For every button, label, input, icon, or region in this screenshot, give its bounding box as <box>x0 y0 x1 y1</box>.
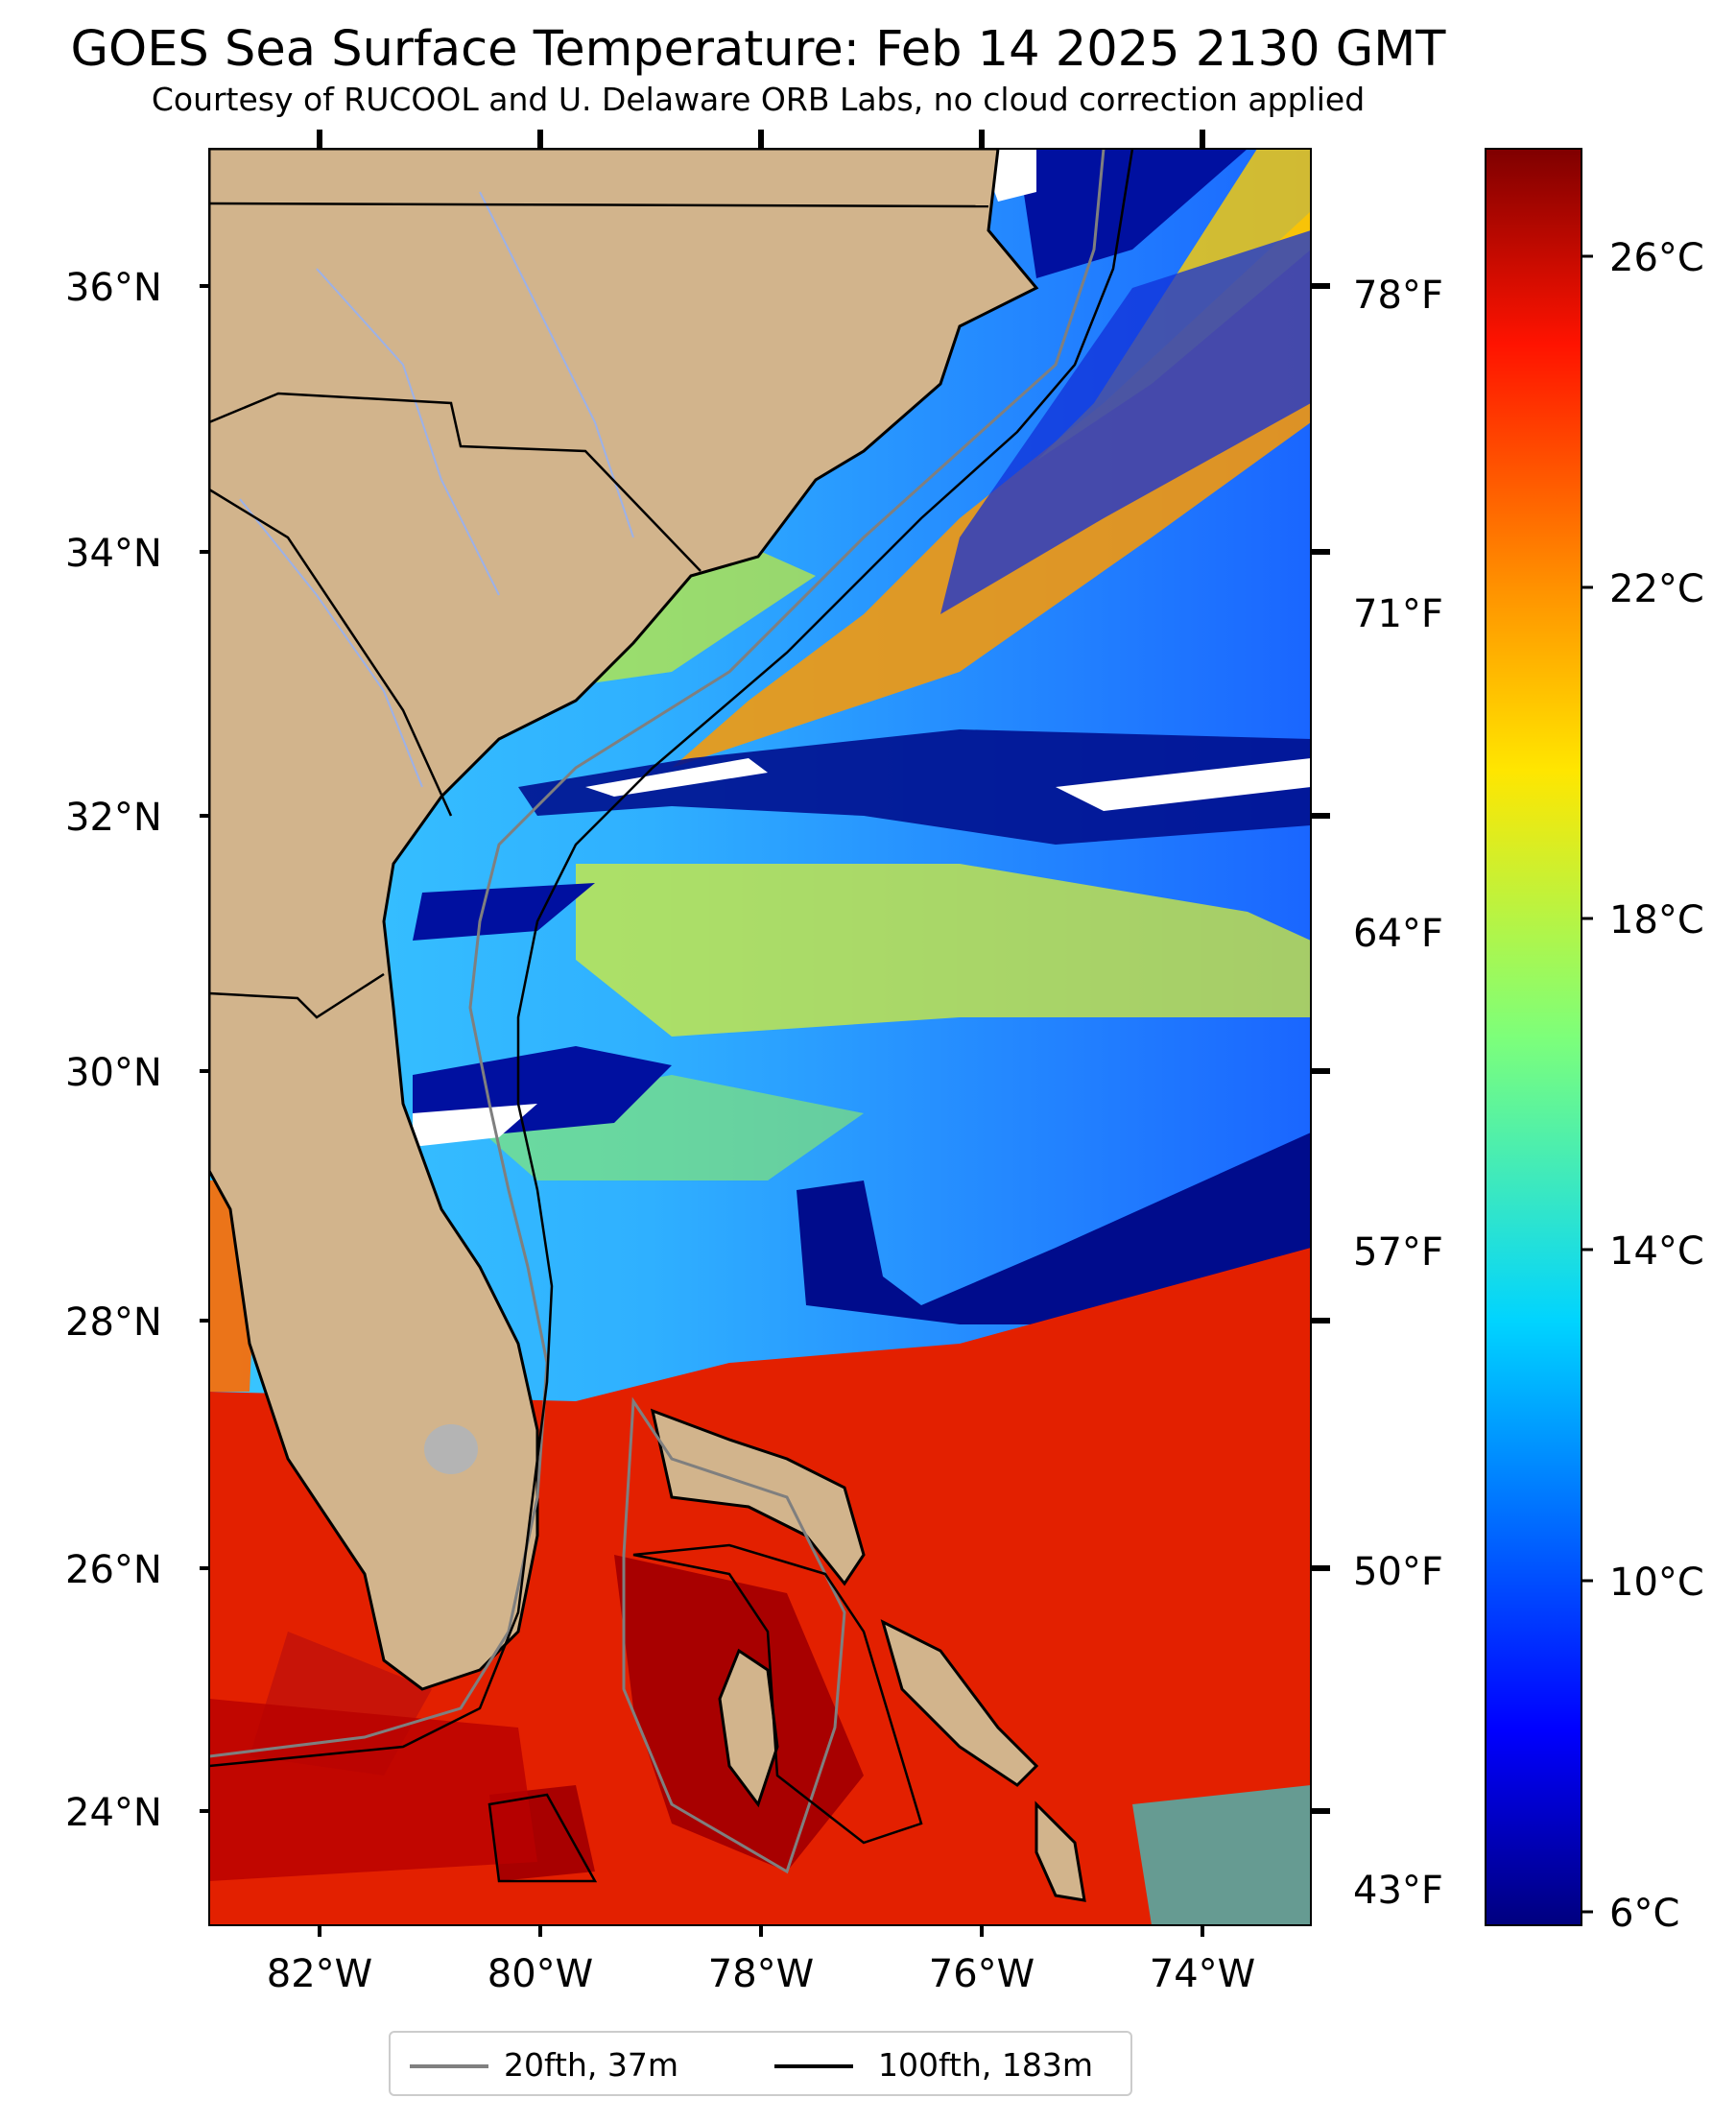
fahrenheit-label-57: 57°F <box>1353 1230 1443 1275</box>
colorbar-label-18c: 18°C <box>1609 898 1704 942</box>
legend-swatch-20fth <box>410 2064 488 2068</box>
fahrenheit-label-71: 71°F <box>1353 592 1443 636</box>
sst-field <box>209 149 1311 1925</box>
lat-ticks <box>200 284 209 1813</box>
legend-label-100fth: 100fth, 183m <box>878 2046 1093 2084</box>
colorbar-label-14c: 14°C <box>1609 1229 1704 1274</box>
right-ticks <box>1311 283 1330 1814</box>
lon-label-80w: 80°W <box>487 1952 594 1996</box>
lon-label-78w: 78°W <box>707 1952 815 1996</box>
lon-label-74w: 74°W <box>1149 1952 1256 1996</box>
colorbar-label-26c: 26°C <box>1609 236 1704 280</box>
lat-label-34: 34°N <box>65 532 162 576</box>
legend-label-20fth: 20fth, 37m <box>504 2046 678 2084</box>
lat-label-28: 28°N <box>65 1300 162 1345</box>
legend-swatch-100fth <box>774 2064 853 2068</box>
top-ticks <box>317 130 1205 149</box>
lat-label-36: 36°N <box>65 266 162 310</box>
fahrenheit-label-64: 64°F <box>1353 912 1443 956</box>
map-title: GOES Sea Surface Temperature: Feb 14 202… <box>70 21 1446 78</box>
lat-label-26: 26°N <box>65 1548 162 1592</box>
lon-label-82w: 82°W <box>266 1952 373 1996</box>
fahrenheit-label-78: 78°F <box>1353 274 1443 318</box>
lon-ticks <box>318 1925 1204 1937</box>
colorbar-label-22c: 22°C <box>1609 567 1704 611</box>
fahrenheit-label-50: 50°F <box>1353 1550 1443 1594</box>
colorbar-label-6c: 6°C <box>1609 1892 1680 1936</box>
lat-label-30: 30°N <box>65 1051 162 1095</box>
colorbar-ticks <box>1581 254 1593 1914</box>
colorbar-label-10c: 10°C <box>1609 1561 1704 1605</box>
map-subtitle: Courtesy of RUCOOL and U. Delaware ORB L… <box>151 81 1366 118</box>
contour-legend: 20fth, 37m 100fth, 183m <box>389 2031 1132 2096</box>
lat-label-32: 32°N <box>65 796 162 840</box>
lon-label-76w: 76°W <box>928 1952 1035 1996</box>
fahrenheit-label-43: 43°F <box>1353 1869 1443 1913</box>
lat-label-24: 24°N <box>65 1791 162 1835</box>
colorbar <box>1485 148 1582 1926</box>
